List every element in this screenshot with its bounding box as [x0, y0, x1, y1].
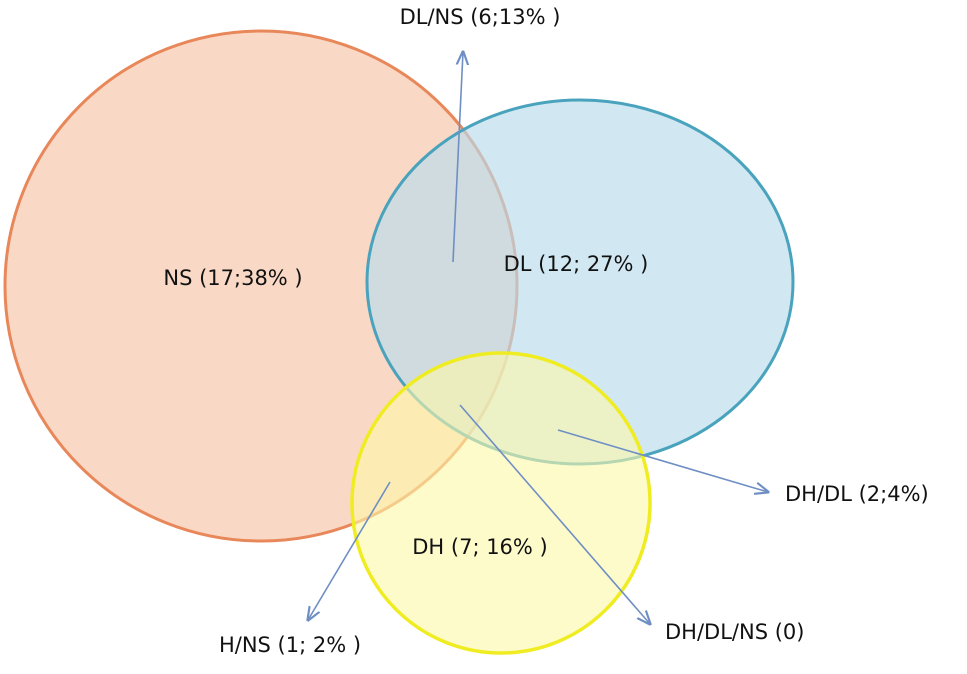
region-label: DL (12; 27% ) — [504, 252, 649, 276]
arrow — [557, 429, 768, 492]
arrow — [308, 481, 391, 620]
region-label: DH/DL/NS (0) — [665, 620, 804, 644]
dh-circle — [350, 351, 652, 655]
arrow — [452, 52, 463, 263]
region-label: DH/DL (2;4%) — [785, 482, 929, 506]
region-label: NS (17;38% ) — [163, 266, 302, 290]
region-label: DL/NS (6;13% ) — [400, 5, 561, 29]
region-label: DH (7; 16% ) — [412, 535, 548, 559]
arrow — [459, 404, 650, 624]
region-label: H/NS (1; 2% ) — [219, 633, 361, 657]
